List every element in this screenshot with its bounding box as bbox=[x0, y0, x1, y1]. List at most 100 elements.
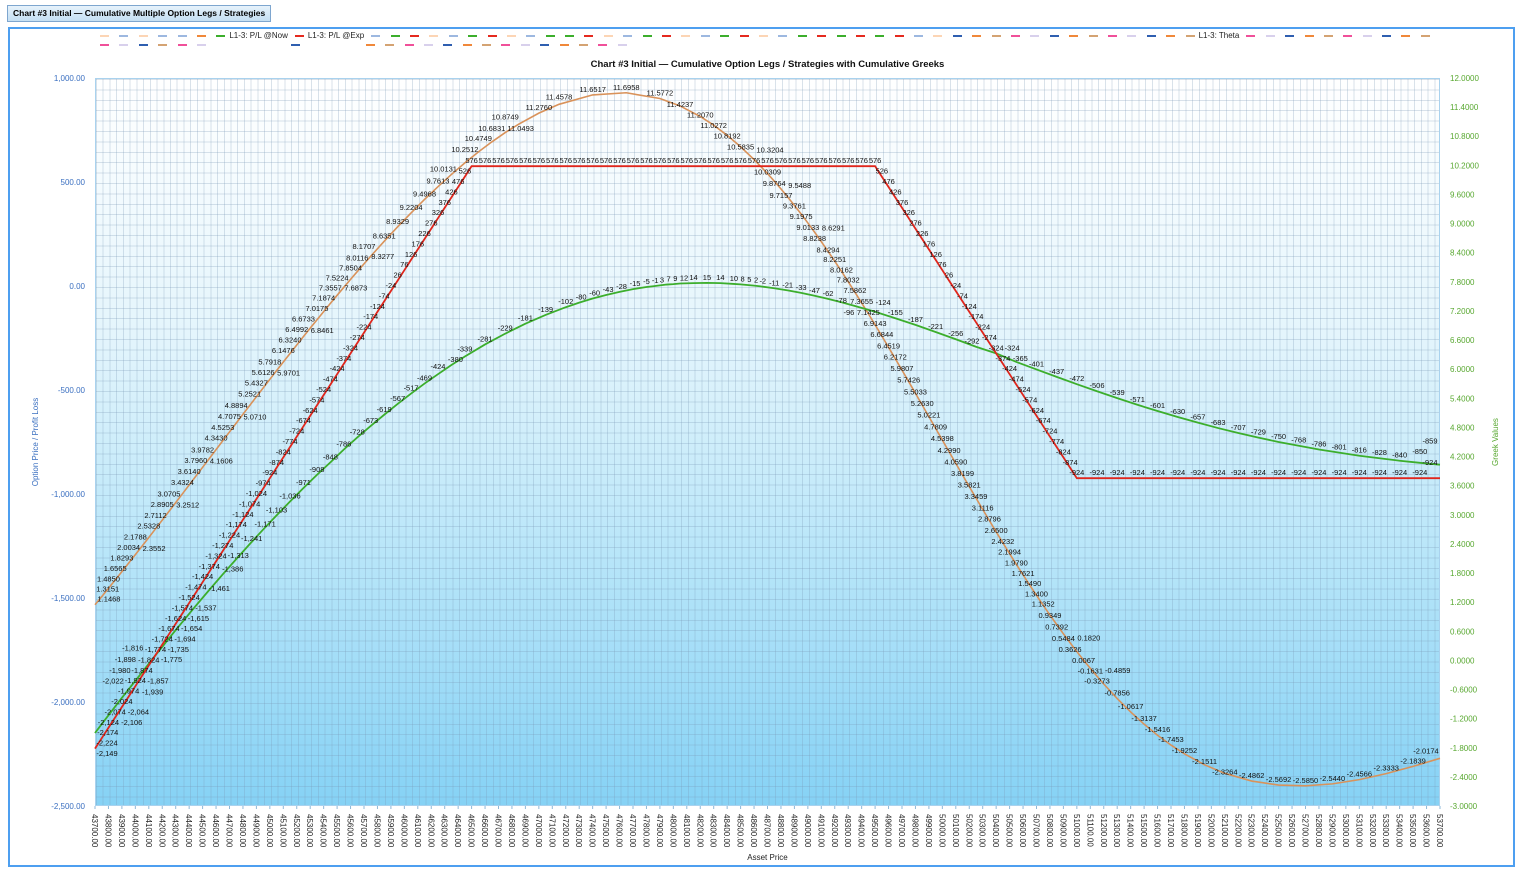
legend-item-unlabeled[interactable] bbox=[797, 34, 817, 37]
legend-item-unlabeled[interactable] bbox=[1304, 34, 1324, 37]
legend-item-unlabeled[interactable] bbox=[952, 34, 972, 37]
legend-item-unlabeled[interactable] bbox=[1030, 34, 1049, 37]
legend-swatch bbox=[1166, 34, 1176, 37]
legend-item-unlabeled[interactable] bbox=[623, 34, 642, 37]
legend-item-unlabeled[interactable] bbox=[423, 43, 443, 46]
data-label: -2.4862 bbox=[1239, 771, 1264, 780]
legend-item-unlabeled[interactable] bbox=[409, 34, 429, 37]
legend-item-unlabeled[interactable] bbox=[429, 34, 448, 37]
legend-item-unlabeled[interactable] bbox=[119, 34, 138, 37]
legend-item-unlabeled[interactable] bbox=[404, 43, 424, 46]
data-label: -339 bbox=[457, 345, 472, 354]
data-label: -840 bbox=[1392, 451, 1407, 460]
x-tick-label: 48300.00 bbox=[709, 814, 718, 848]
legend-item-unlabeled[interactable] bbox=[914, 34, 933, 37]
legend-item-unlabeled[interactable] bbox=[177, 34, 197, 37]
legend-swatch bbox=[100, 34, 109, 37]
legend-item-unlabeled[interactable] bbox=[540, 43, 559, 46]
legend-item-unlabeled[interactable] bbox=[1108, 34, 1127, 37]
legend-item-unlabeled[interactable] bbox=[894, 34, 914, 37]
legend-item-unlabeled[interactable] bbox=[291, 43, 310, 46]
legend-item-unlabeled[interactable] bbox=[565, 34, 584, 37]
legend-item-unlabeled[interactable] bbox=[617, 43, 637, 46]
legend-item-unlabeled[interactable] bbox=[158, 43, 177, 46]
legend-item-unlabeled[interactable] bbox=[1401, 34, 1420, 37]
legend-swatch bbox=[1011, 34, 1021, 37]
legend-item-unlabeled[interactable] bbox=[933, 34, 952, 37]
legend-item[interactable]: L1-3: P/L @Now bbox=[216, 31, 288, 40]
legend-item-unlabeled[interactable] bbox=[545, 34, 565, 37]
y2-tick-label: 3.0000 bbox=[1450, 511, 1475, 520]
legend-item-unlabeled[interactable] bbox=[482, 43, 501, 46]
legend-item-unlabeled[interactable] bbox=[1011, 34, 1030, 37]
legend-item-unlabeled[interactable] bbox=[177, 43, 197, 46]
legend-item-unlabeled[interactable] bbox=[1420, 34, 1440, 37]
legend-item-unlabeled[interactable] bbox=[584, 34, 603, 37]
legend-item-unlabeled[interactable] bbox=[972, 34, 991, 37]
legend-item-unlabeled[interactable] bbox=[778, 34, 797, 37]
legend-item-unlabeled[interactable] bbox=[1069, 34, 1088, 37]
data-label: 376 bbox=[438, 198, 451, 207]
legend-item-unlabeled[interactable] bbox=[662, 34, 681, 37]
legend-item-unlabeled[interactable] bbox=[520, 43, 540, 46]
legend-item-unlabeled[interactable] bbox=[443, 43, 462, 46]
legend-item-unlabeled[interactable] bbox=[371, 34, 390, 37]
data-label: 4.5398 bbox=[931, 434, 954, 443]
legend-item-unlabeled[interactable] bbox=[758, 34, 778, 37]
legend-item-unlabeled[interactable] bbox=[119, 43, 138, 46]
legend-item-unlabeled[interactable] bbox=[158, 34, 177, 37]
legend-item-unlabeled[interactable] bbox=[855, 34, 875, 37]
legend-item-unlabeled[interactable] bbox=[196, 34, 216, 37]
legend-item-unlabeled[interactable] bbox=[991, 34, 1011, 37]
legend-item-unlabeled[interactable] bbox=[720, 34, 739, 37]
legend-item-unlabeled[interactable] bbox=[468, 34, 487, 37]
legend-item-unlabeled[interactable] bbox=[365, 43, 385, 46]
legend-item-unlabeled[interactable] bbox=[603, 34, 623, 37]
legend-item-unlabeled[interactable] bbox=[1146, 34, 1166, 37]
legend-item-unlabeled[interactable] bbox=[448, 34, 468, 37]
legend-item-unlabeled[interactable] bbox=[100, 34, 119, 37]
legend-item-unlabeled[interactable] bbox=[100, 43, 119, 46]
legend-item-unlabeled[interactable] bbox=[1362, 34, 1382, 37]
data-label: -1,171 bbox=[254, 520, 275, 529]
legend-item-unlabeled[interactable] bbox=[1265, 34, 1285, 37]
legend-item-unlabeled[interactable] bbox=[700, 34, 720, 37]
legend-item-unlabeled[interactable] bbox=[1343, 34, 1362, 37]
data-label: 2.5328 bbox=[137, 521, 160, 530]
legend-item-unlabeled[interactable] bbox=[1382, 34, 1401, 37]
legend-item-unlabeled[interactable] bbox=[462, 43, 482, 46]
legend-item-unlabeled[interactable] bbox=[875, 34, 894, 37]
legend-item-unlabeled[interactable] bbox=[1285, 34, 1304, 37]
legend-item-unlabeled[interactable] bbox=[817, 34, 836, 37]
legend-item-unlabeled[interactable] bbox=[1166, 34, 1185, 37]
legend-item-unlabeled[interactable] bbox=[385, 43, 404, 46]
legend-item-unlabeled[interactable] bbox=[138, 34, 158, 37]
legend-item-unlabeled[interactable] bbox=[598, 43, 617, 46]
data-label: 326 bbox=[902, 208, 915, 217]
legend-swatch bbox=[429, 34, 439, 37]
data-label: -1,775 bbox=[161, 655, 182, 664]
legend-item-unlabeled[interactable] bbox=[1246, 34, 1265, 37]
legend-item-unlabeled[interactable] bbox=[196, 43, 216, 46]
legend-item-unlabeled[interactable] bbox=[526, 34, 545, 37]
legend-item-unlabeled[interactable] bbox=[579, 43, 598, 46]
legend-item-unlabeled[interactable] bbox=[501, 43, 520, 46]
legend-item-unlabeled[interactable] bbox=[506, 34, 526, 37]
legend-item-unlabeled[interactable] bbox=[487, 34, 507, 37]
legend-item-unlabeled[interactable] bbox=[1323, 34, 1343, 37]
legend-item-unlabeled[interactable] bbox=[390, 34, 410, 37]
legend-item-unlabeled[interactable] bbox=[642, 34, 662, 37]
data-label: 3.1116 bbox=[972, 503, 994, 512]
legend-item[interactable]: L1-3: Theta bbox=[1185, 31, 1239, 40]
legend-item-unlabeled[interactable] bbox=[138, 43, 158, 46]
legend-item-unlabeled[interactable] bbox=[681, 34, 700, 37]
legend-item-unlabeled[interactable] bbox=[1088, 34, 1108, 37]
chart-tab[interactable]: Chart #3 Initial — Cumulative Multiple O… bbox=[7, 5, 272, 22]
legend-item-unlabeled[interactable] bbox=[1127, 34, 1146, 37]
legend-item-unlabeled[interactable] bbox=[559, 43, 579, 46]
data-label: -2,224 bbox=[96, 739, 117, 748]
legend-item-unlabeled[interactable] bbox=[739, 34, 759, 37]
legend-item[interactable]: L1-3: P/L @Exp bbox=[294, 31, 364, 40]
legend-item-unlabeled[interactable] bbox=[836, 34, 856, 37]
legend-item-unlabeled[interactable] bbox=[1049, 34, 1069, 37]
